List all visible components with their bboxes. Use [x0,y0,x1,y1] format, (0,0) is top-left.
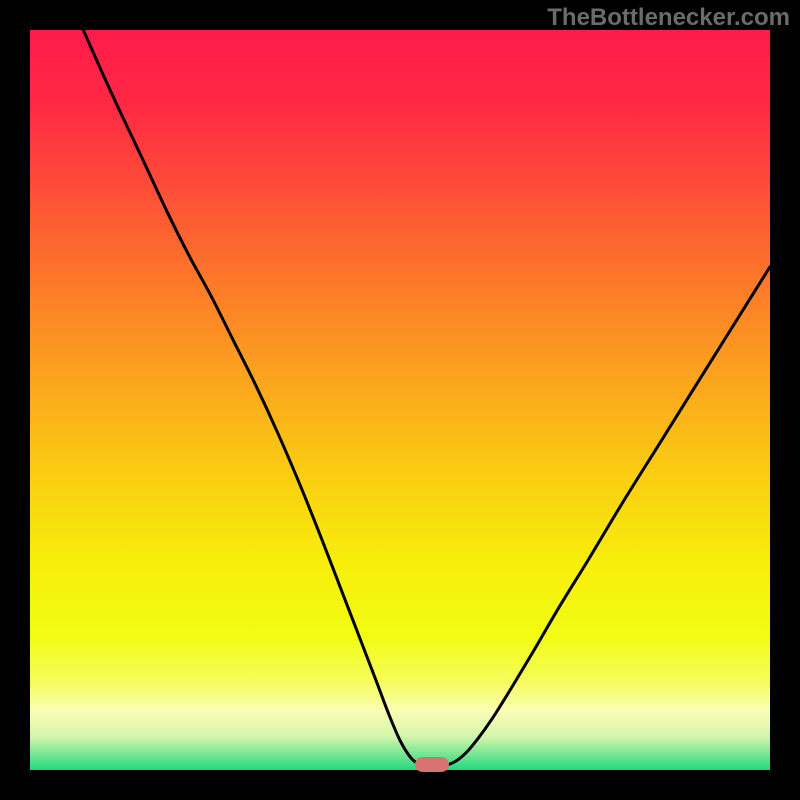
chart-container: TheBottlenecker.com [0,0,800,800]
plot-area [30,30,770,770]
curve-minimum-marker [415,757,449,772]
bottleneck-curve [30,30,770,770]
watermark-text: TheBottlenecker.com [547,4,790,32]
